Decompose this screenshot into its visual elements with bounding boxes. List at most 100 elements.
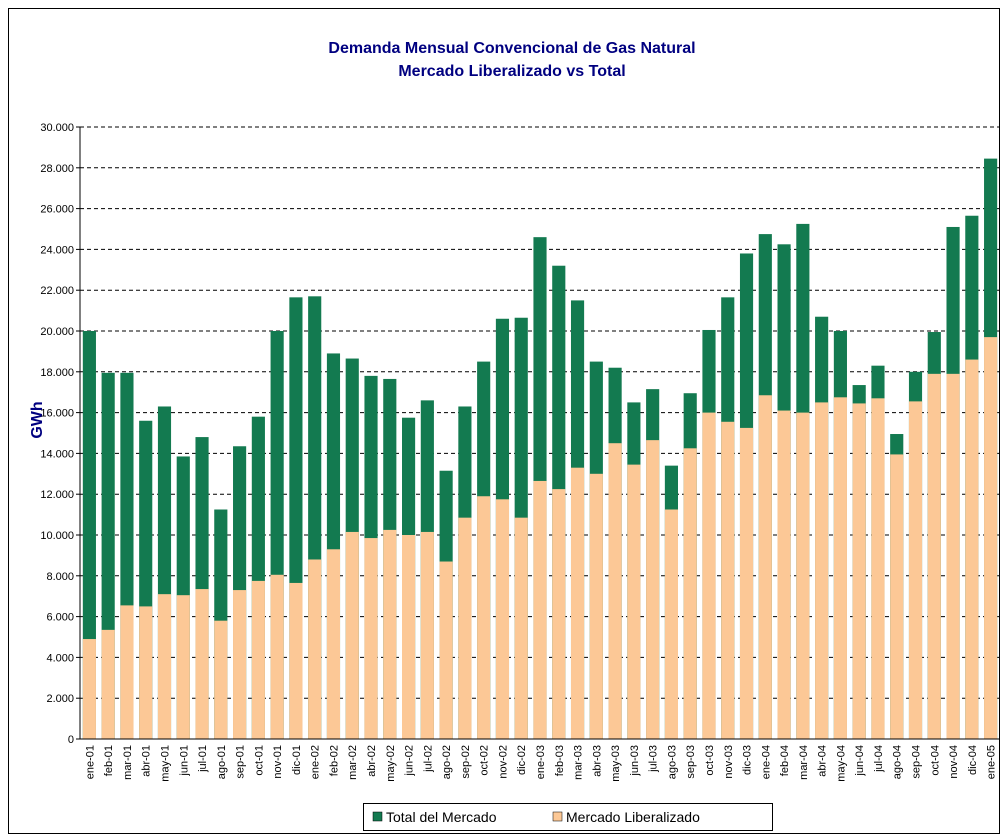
y-tick-label: 4.000 [46, 652, 74, 664]
bar [101, 629, 115, 739]
bar [345, 531, 359, 739]
bar [552, 489, 566, 739]
bar [439, 561, 453, 739]
x-tick-label: abr-01 [141, 745, 153, 777]
x-tick-label: jul-01 [197, 745, 209, 773]
legend-swatch [372, 811, 383, 822]
y-tick-label: 14.000 [40, 448, 74, 460]
x-tick-label: sep-03 [685, 745, 697, 779]
bar [383, 529, 397, 739]
bar [139, 606, 153, 739]
x-tick-label: mar-02 [347, 745, 359, 780]
bar [664, 509, 678, 739]
bar [739, 427, 754, 739]
y-tick-label: 20.000 [40, 326, 74, 338]
x-tick-label: feb-01 [103, 745, 115, 776]
x-tick-label: may-01 [159, 745, 171, 782]
x-tick-label: oct-04 [929, 745, 941, 776]
x-tick-label: ene-04 [760, 745, 772, 779]
chart-subtitle: Mercado Liberalizado vs Total [398, 63, 625, 80]
x-tick-label: mar-03 [573, 745, 585, 780]
bar [965, 359, 979, 739]
x-tick-label: sep-01 [235, 745, 247, 779]
x-tick-label: jul-02 [422, 745, 434, 773]
y-axis-label: GWh [29, 401, 46, 438]
x-tick-label: jun-04 [854, 745, 866, 777]
bar [646, 440, 660, 739]
x-tick-label: sep-04 [911, 745, 923, 779]
bar [402, 535, 416, 739]
bar [157, 594, 172, 739]
bar [120, 605, 134, 739]
x-tick-label: mar-04 [798, 745, 810, 780]
y-tick-label: 2.000 [46, 693, 74, 705]
x-tick-label: jun-03 [629, 745, 641, 777]
y-tick-label: 26.000 [40, 204, 74, 216]
x-tick-label: dic-02 [516, 745, 528, 775]
bar [815, 402, 829, 739]
x-tick-label: mar-01 [122, 745, 134, 780]
x-tick-label: nov-02 [497, 745, 509, 779]
x-tick-label: feb-02 [328, 745, 340, 776]
bar [946, 373, 960, 739]
y-tick-label: 28.000 [40, 163, 74, 175]
x-tick-label: dic-01 [291, 745, 303, 775]
x-tick-label: nov-03 [723, 745, 735, 779]
x-tick-label: oct-02 [479, 745, 491, 776]
bar [364, 538, 378, 739]
bar [852, 403, 866, 739]
bar [176, 595, 190, 739]
x-tick-label: sep-02 [460, 745, 472, 779]
bar [214, 620, 228, 739]
bar [608, 443, 622, 739]
x-tick-label: feb-04 [779, 745, 791, 776]
y-tick-label: 22.000 [40, 285, 74, 297]
y-tick-label: 10.000 [40, 530, 74, 542]
bar [289, 582, 303, 739]
bar [533, 480, 547, 739]
bar [308, 559, 322, 739]
bar [270, 574, 284, 739]
bar [984, 337, 998, 739]
y-tick-label: 18.000 [40, 367, 74, 379]
y-tick-label: 24.000 [40, 244, 74, 256]
bar [833, 397, 847, 739]
bar [420, 531, 434, 739]
bar [721, 421, 735, 739]
x-tick-label: jul-03 [648, 745, 660, 773]
bar [495, 499, 510, 739]
legend-swatch [552, 811, 563, 822]
bar [871, 398, 885, 739]
bar [82, 331, 96, 739]
x-tick-label: ago-04 [892, 745, 904, 779]
x-tick-label: dic-03 [742, 745, 754, 775]
bar [195, 589, 209, 739]
x-tick-label: may-03 [610, 745, 622, 782]
bar [908, 401, 923, 739]
bar [514, 517, 528, 739]
bar [683, 448, 697, 739]
bar [458, 517, 472, 739]
bar [477, 496, 491, 739]
x-tick-label: nov-01 [272, 745, 284, 779]
x-tick-label: jun-01 [178, 745, 190, 777]
legend-label: Total del Mercado [386, 809, 497, 825]
y-tick-label: 8.000 [46, 571, 74, 583]
y-tick-label: 30.000 [40, 122, 74, 134]
legend-label: Mercado Liberalizado [566, 809, 700, 825]
x-tick-label: jul-04 [873, 745, 885, 773]
x-tick-label: feb-03 [554, 745, 566, 776]
x-tick-label: ago-03 [666, 745, 678, 779]
bar [777, 410, 791, 739]
x-tick-label: oct-01 [253, 745, 265, 776]
bar [589, 473, 603, 739]
x-tick-label: dic-04 [967, 745, 979, 775]
legend-box [363, 803, 773, 831]
x-tick-label: abr-03 [591, 745, 603, 777]
x-tick-label: ene-01 [84, 745, 96, 779]
x-tick-label: ago-01 [216, 745, 228, 779]
x-tick-label: abr-02 [366, 745, 378, 777]
bar [702, 412, 716, 739]
y-tick-label: 6.000 [46, 612, 74, 624]
